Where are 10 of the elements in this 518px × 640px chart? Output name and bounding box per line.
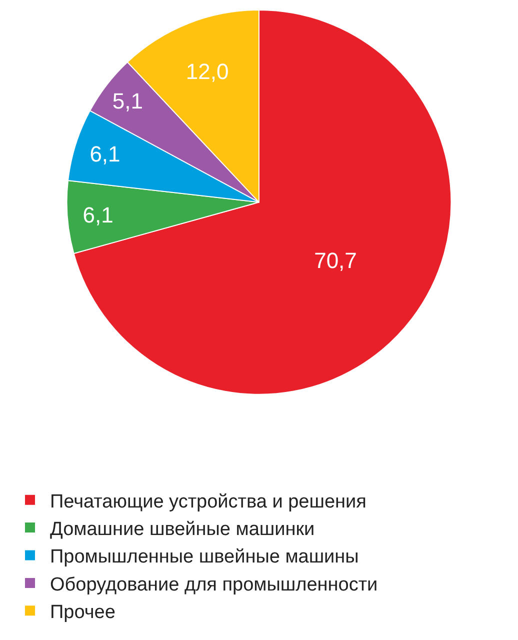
data-label: 5,1 <box>112 88 144 114</box>
legend-label: Домашние швейные машинки <box>50 518 315 540</box>
legend-label: Промышленные швейные машины <box>50 546 359 568</box>
data-label: 70,7 <box>314 248 357 273</box>
data-label: 6,1 <box>90 141 120 166</box>
legend-label: Печатающие устройства и решения <box>50 491 366 512</box>
legend-label: Прочее <box>50 602 116 624</box>
data-label: 12,0 <box>186 59 229 84</box>
legend-label: Оборудование для промышленности <box>50 574 378 596</box>
data-label: 6,1 <box>82 202 114 228</box>
